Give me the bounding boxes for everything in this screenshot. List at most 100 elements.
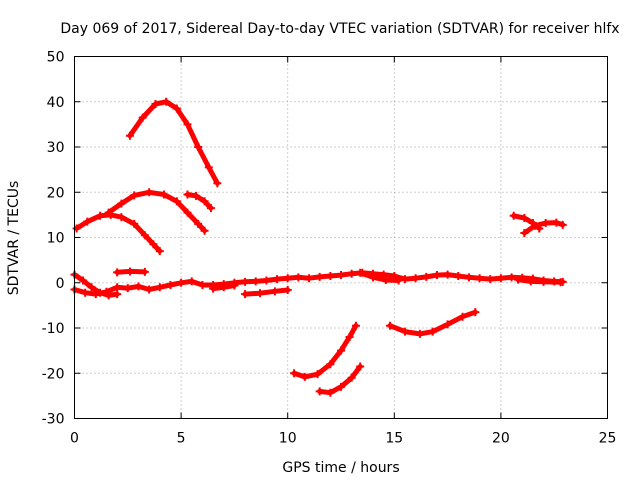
data-point: [458, 312, 467, 321]
data-point: [113, 290, 122, 299]
data-point: [160, 190, 169, 199]
data-point: [345, 333, 354, 342]
data-point: [541, 219, 550, 228]
data-point: [81, 288, 90, 297]
data-point: [255, 289, 264, 298]
data-point: [356, 362, 365, 371]
data-point: [539, 277, 548, 286]
data-point: [125, 131, 134, 140]
data-point: [262, 276, 271, 285]
data-point: [347, 269, 356, 278]
data-point: [394, 276, 403, 285]
axis-ticks: 0 5 10 15 20 25 -30 -20 -10 0 10 20 30 40 50: [42, 50, 617, 447]
data-point: [386, 321, 395, 330]
data-point: [183, 208, 192, 217]
y-tick-label: 20: [47, 185, 65, 201]
data-point: [213, 179, 222, 188]
data-point: [411, 274, 420, 283]
x-tick-label: 10: [279, 431, 297, 447]
data-point: [400, 327, 409, 336]
data-point: [91, 290, 100, 299]
data-point: [172, 104, 181, 113]
data-point: [464, 273, 473, 282]
data-point: [219, 283, 228, 292]
data-point: [443, 270, 452, 279]
data-point: [130, 219, 139, 228]
data-point: [273, 275, 282, 284]
data-point: [155, 283, 164, 292]
x-tick-label: 5: [177, 431, 186, 447]
data-point: [471, 308, 480, 317]
data-point: [432, 271, 441, 280]
data-point: [326, 360, 335, 369]
data-point: [117, 213, 126, 222]
data-point: [351, 321, 360, 330]
series-arc-5: [113, 267, 149, 277]
data-point: [183, 190, 192, 199]
y-tick-label: 30: [47, 140, 65, 156]
data-point: [415, 329, 424, 338]
series-arc-12: [386, 308, 480, 338]
data-point: [204, 163, 213, 172]
series-arc-15: [356, 268, 403, 285]
data-point: [130, 191, 139, 200]
data-point: [87, 283, 96, 292]
data-point: [300, 372, 309, 381]
series-arc-9: [241, 285, 292, 299]
data-point: [187, 277, 196, 286]
data-point: [315, 272, 324, 281]
x-tick-label: 15: [385, 431, 403, 447]
data-point: [368, 273, 377, 282]
data-point: [526, 277, 535, 286]
data-point: [531, 221, 540, 230]
data-point: [183, 120, 192, 129]
data-point: [443, 320, 452, 329]
series-arc-4: [183, 190, 215, 213]
data-point: [558, 220, 567, 229]
data-point: [326, 388, 335, 397]
data-point: [251, 277, 260, 286]
y-tick-label: 40: [47, 95, 65, 111]
data-point: [283, 285, 292, 294]
series-arc-3: [72, 210, 164, 256]
y-axis-label: SDTVAR / TECUs: [6, 181, 22, 296]
data-point: [337, 271, 345, 280]
data-point: [96, 211, 105, 220]
data-point: [113, 268, 122, 277]
data-point: [241, 277, 250, 286]
data-point: [194, 219, 203, 228]
data-point: [155, 247, 164, 256]
data-point: [192, 191, 201, 200]
series-line: [357, 270, 402, 283]
data-point: [422, 272, 431, 281]
series-arc-10: [290, 321, 360, 381]
data-point: [507, 273, 516, 282]
data-point: [206, 204, 215, 213]
data-point: [200, 226, 209, 235]
series-arc-8: [209, 281, 239, 293]
data-series: [70, 97, 567, 397]
data-point: [290, 369, 299, 378]
data-point: [400, 275, 409, 284]
data-point: [305, 274, 314, 283]
data-point: [125, 267, 134, 276]
chart-title: Day 069 of 2017, Sidereal Day-to-day VTE…: [60, 21, 619, 37]
data-point: [337, 346, 345, 355]
data-point: [313, 370, 322, 379]
data-point: [145, 188, 154, 197]
data-point: [347, 373, 356, 382]
data-point: [172, 197, 181, 206]
data-point: [72, 224, 81, 233]
data-point: [294, 273, 303, 282]
x-tick-label: 0: [70, 431, 79, 447]
data-point: [513, 275, 522, 284]
data-point: [149, 240, 158, 249]
series-arc-16: [513, 275, 565, 287]
x-tick-label: 20: [492, 431, 510, 447]
data-point: [454, 271, 463, 280]
data-point: [475, 274, 484, 283]
data-point: [509, 211, 518, 220]
data-point: [241, 290, 250, 299]
data-point: [140, 267, 149, 276]
